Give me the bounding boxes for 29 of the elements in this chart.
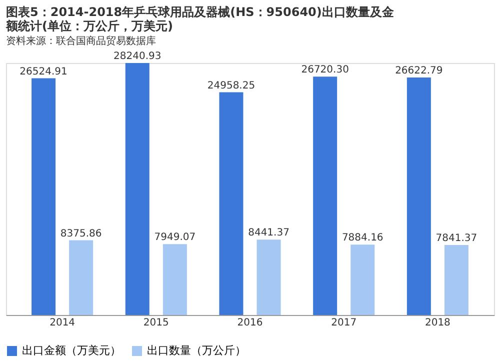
x-tick-label: 2018: [424, 318, 450, 328]
bar: [162, 244, 187, 315]
data-label: 7949.07: [154, 232, 196, 244]
legend-label: 出口数量（万公斤）: [147, 344, 246, 357]
data-label: 28240.93: [114, 51, 162, 62]
bar: [313, 76, 338, 315]
data-label: 26720.30: [301, 64, 349, 76]
data-label: 8441.37: [248, 228, 290, 239]
x-tick-label: 2015: [143, 318, 169, 328]
bar: [406, 77, 431, 315]
chart-title: 图表5：2014-2018年乒乓球用品及器械(HS：950640)出口数量及金额统计(单位：万公斤，万美元): [5, 5, 395, 33]
bar: [69, 240, 94, 315]
data-label: 8375.86: [60, 228, 102, 240]
bar: [125, 63, 150, 315]
bar: [219, 92, 244, 315]
text: 资料来源：联合国商品贸易数据库: [6, 35, 156, 47]
data-label: 24958.25: [207, 80, 256, 92]
data-label: 7841.37: [436, 233, 478, 244]
x-tick-label: 2016: [237, 318, 263, 328]
bar: [256, 240, 281, 315]
data-label: 26622.79: [395, 65, 443, 76]
bar: [444, 245, 468, 315]
legend-label: 出口金额（万美元）: [22, 344, 121, 357]
x-tick-label: 2014: [50, 318, 76, 328]
x-tick-label: 2017: [331, 318, 357, 328]
bar: [350, 244, 375, 315]
bar: [32, 78, 56, 315]
data-label: 7884.16: [342, 232, 384, 244]
data-label: 26524.91: [20, 66, 68, 78]
